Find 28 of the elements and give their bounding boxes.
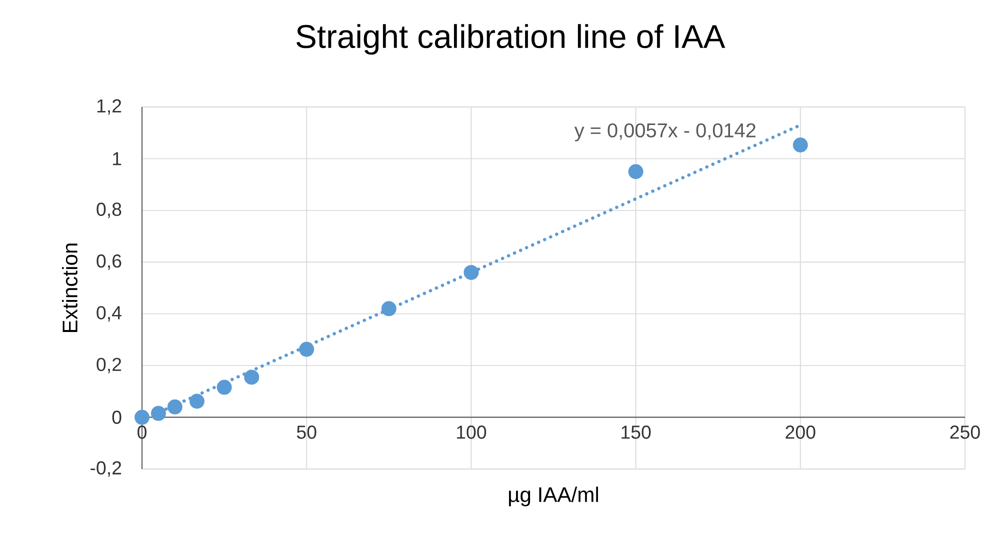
- point: [792, 138, 808, 152]
- x-tick-label: 50: [296, 426, 316, 439]
- y-tick-label: 0,8: [96, 202, 122, 218]
- point: [244, 370, 260, 385]
- annotation: y = 0,0057x - 0,0142: [574, 123, 756, 142]
- point: [216, 380, 232, 395]
- x-tick-label: 250: [950, 426, 980, 439]
- y-tick-label: 0,6: [96, 254, 122, 270]
- x-tick-label: 150: [622, 426, 651, 439]
- y-tick-label: 1,2: [97, 99, 122, 115]
- point: [628, 164, 644, 180]
- x-tick-label: 200: [786, 426, 816, 439]
- y-tick-label: 0: [112, 410, 122, 424]
- point: [464, 264, 479, 280]
- point: [134, 410, 150, 425]
- point: [381, 301, 396, 316]
- point: [150, 406, 166, 421]
- y-axis-title: Extinction: [62, 244, 78, 332]
- x-tick-label: 100: [456, 426, 486, 439]
- point: [299, 342, 314, 357]
- y-tick-label: 0,2: [96, 358, 122, 374]
- chart-title: Straight calibration line of IAA: [296, 24, 726, 55]
- point: [189, 394, 204, 409]
- y-tick-label: 0,4: [96, 306, 122, 322]
- point: [167, 399, 182, 414]
- y-tick-label: -0,2: [90, 461, 122, 477]
- x-axis-title: µg IAA/ml: [509, 486, 598, 506]
- y-tick-label: 1: [113, 152, 122, 166]
